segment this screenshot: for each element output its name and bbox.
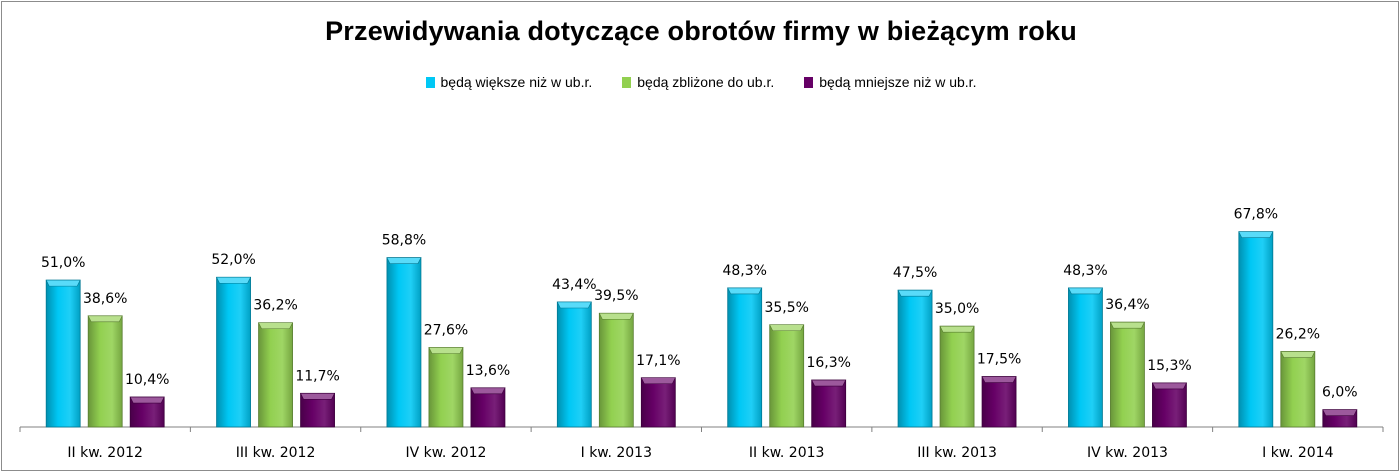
data-label-2-5: 17,5% (977, 352, 1021, 368)
data-label-0-6: 48,3% (1063, 263, 1107, 279)
legend-label-wieksze: będą większe niż w ub.r. (440, 74, 593, 90)
bar-2-2 (470, 387, 506, 428)
bar-top-1-4 (769, 324, 805, 332)
bar-top-1-3 (598, 312, 634, 320)
bar-top-2-7 (1322, 409, 1358, 417)
legend-item-mniejsze: będą mniejsze niż w ub.r. (804, 74, 976, 90)
bar-top-2-0 (129, 396, 165, 404)
x-tick-label-6: IV kw. 2013 (1087, 445, 1168, 461)
data-label-0-0: 51,0% (41, 255, 85, 271)
data-label-0-1: 52,0% (211, 252, 255, 268)
data-label-1-0: 38,6% (83, 291, 127, 307)
legend-label-mniejsze: będą mniejsze niż w ub.r. (819, 74, 977, 90)
bar-0-7 (1238, 231, 1274, 428)
data-label-0-4: 48,3% (722, 263, 766, 279)
bar-2-5 (981, 376, 1017, 428)
legend-swatch-zblizone (622, 76, 632, 88)
bar-top-1-1 (258, 322, 294, 330)
data-label-1-4: 35,5% (764, 300, 808, 316)
data-label-1-7: 26,2% (1276, 327, 1320, 343)
bar-top-0-4 (727, 287, 763, 295)
data-label-2-2: 13,6% (466, 363, 510, 379)
data-label-0-5: 47,5% (893, 265, 937, 281)
bar-2-6 (1152, 382, 1187, 428)
bar-top-1-0 (87, 315, 123, 323)
bar-top-2-1 (300, 393, 336, 400)
bar-top-2-6 (1151, 382, 1187, 390)
bar-1-3 (598, 312, 634, 428)
bar-top-1-5 (939, 325, 975, 333)
chart-title: Przewidywania dotyczące obrotów firmy w … (325, 16, 1077, 46)
x-tick-label-5: III kw. 2013 (917, 445, 997, 461)
bar-top-2-2 (470, 387, 506, 395)
data-label-2-0: 10,4% (125, 372, 169, 388)
legend-label-zblizone: będą zbliżone do ub.r. (637, 74, 775, 90)
x-tick-label-0: II kw. 2012 (67, 445, 143, 461)
legend-item-wieksze: będą większe niż w ub.r. (425, 74, 593, 90)
x-tick-label-1: III kw. 2012 (236, 445, 316, 461)
bar-1-1 (258, 322, 293, 428)
bar-1-7 (1280, 351, 1316, 428)
x-tick-label-7: I kw. 2014 (1262, 445, 1333, 461)
bar-top-0-2 (386, 257, 422, 264)
legend-swatch-wieksze (425, 76, 435, 88)
bar-2-4 (811, 379, 847, 428)
bar-0-2 (386, 257, 422, 428)
data-label-1-3: 39,5% (594, 288, 638, 304)
legend: będą większe niż w ub.r. będą zbliżone d… (2, 74, 1400, 90)
bar-2-3 (640, 377, 676, 428)
bar-top-1-2 (428, 347, 464, 354)
bar-0-6 (1068, 287, 1103, 428)
data-label-2-4: 16,3% (806, 355, 850, 371)
bar-1-4 (769, 324, 805, 428)
bar-1-2 (428, 347, 464, 428)
data-label-2-6: 15,3% (1147, 358, 1191, 374)
data-label-2-7: 6,0% (1322, 385, 1358, 401)
data-label-2-1: 11,7% (295, 368, 339, 384)
bar-top-2-3 (640, 377, 676, 385)
x-tick-label-3: I kw. 2013 (581, 445, 652, 461)
bar-top-0-6 (1067, 287, 1103, 295)
bar-0-3 (556, 301, 592, 428)
bar-top-0-5 (897, 289, 933, 297)
data-label-0-7: 67,8% (1234, 207, 1278, 223)
data-label-0-3: 43,4% (552, 277, 596, 293)
bar-0-0 (45, 279, 81, 428)
data-label-1-5: 35,0% (935, 301, 979, 317)
bar-0-1 (216, 276, 251, 428)
data-label-1-6: 36,4% (1105, 297, 1149, 313)
data-label-2-3: 17,1% (636, 353, 680, 369)
bar-0-5 (897, 289, 933, 428)
bar-1-5 (939, 325, 975, 428)
data-label-1-2: 27,6% (424, 323, 468, 339)
data-label-1-1: 36,2% (253, 298, 297, 314)
bar-top-0-7 (1238, 231, 1274, 239)
legend-item-zblizone: będą zbliżone do ub.r. (622, 74, 774, 90)
bar-0-4 (727, 287, 763, 428)
bar-top-0-0 (45, 279, 81, 287)
bar-top-1-6 (1109, 321, 1145, 329)
bar-top-2-4 (811, 379, 847, 387)
legend-swatch-mniejsze (804, 76, 814, 88)
bar-top-2-5 (981, 376, 1017, 383)
bar-top-1-7 (1280, 351, 1316, 358)
x-tick-label-4: II kw. 2013 (749, 445, 825, 461)
bar-1-6 (1110, 321, 1145, 428)
bar-1-0 (87, 315, 123, 428)
data-label-0-2: 58,8% (382, 233, 426, 249)
x-tick-label-2: IV kw. 2012 (405, 445, 486, 461)
bar-top-0-3 (556, 301, 592, 309)
bar-top-0-1 (216, 276, 252, 284)
